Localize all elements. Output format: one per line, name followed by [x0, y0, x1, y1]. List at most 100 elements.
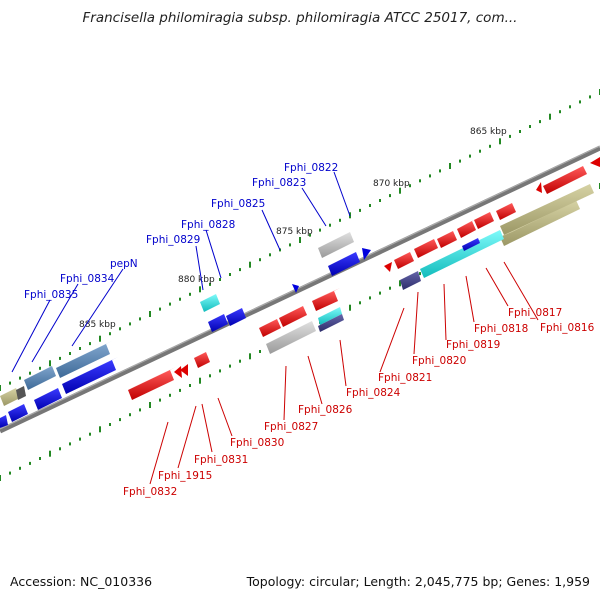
scale-tick-minor: [309, 233, 311, 237]
scale-tick-major: [199, 286, 201, 293]
scale-tick-minor: [569, 105, 571, 109]
feature-grey-block-lower[interactable]: [266, 318, 318, 354]
feature-fphi-0822[interactable]: [318, 229, 356, 258]
scale-tick-minor: [39, 457, 41, 460]
label-fphi-0835[interactable]: Fphi_0835: [24, 289, 78, 301]
feature-blue-small[interactable]: [462, 238, 480, 251]
feature-fphi-0834[interactable]: [24, 363, 62, 410]
scale-tick-minor: [139, 408, 141, 412]
feature-fphi-0817[interactable]: [543, 163, 589, 194]
feature-fphi-0821c[interactable]: [384, 262, 392, 272]
genome-backbone-highlight: [0, 145, 600, 430]
label-fphi-0824[interactable]: Fphi_0824: [346, 387, 401, 399]
feature-fphi-0821[interactable]: [414, 236, 440, 258]
scale-tick-major: [49, 360, 51, 367]
scale-tick-minor: [9, 471, 11, 475]
scale-tick-minor: [209, 282, 211, 286]
scale-tick-minor: [179, 297, 181, 301]
label-fphi-0819[interactable]: Fphi_0819: [446, 339, 500, 351]
scale-tick-major: [99, 426, 101, 433]
feature-fphi-0835[interactable]: [0, 386, 28, 428]
label-fphi-0817[interactable]: Fphi_0817: [508, 307, 562, 319]
label-fphi-0826[interactable]: Fphi_0826: [298, 404, 353, 416]
feature-fphi-0823b[interactable]: [362, 248, 371, 260]
genome-backbone: [0, 145, 600, 434]
scale-tick-minor: [209, 374, 211, 378]
scale-tick-minor: [239, 268, 241, 272]
scale-tick-minor: [39, 366, 41, 370]
scale-tick-minor: [229, 273, 231, 276]
scale-tick-major: [399, 187, 401, 194]
scale-label-865: 865 kbp: [470, 127, 507, 137]
label-fphi-0820[interactable]: Fphi_0820: [412, 355, 466, 367]
scale-tick-major: [0, 385, 1, 391]
feature-fphi-0819[interactable]: [474, 209, 496, 229]
feature-rrna-large[interactable]: [500, 184, 594, 235]
label-fphi-0827[interactable]: Fphi_0827: [264, 421, 318, 433]
feature-fphi-0827[interactable]: [259, 316, 283, 337]
reverse-strand-features: [0, 229, 371, 428]
feature-fphi-0825[interactable]: [292, 284, 299, 293]
scale-tick-minor: [379, 199, 381, 202]
label-fphi-0825[interactable]: Fphi_0825: [211, 198, 265, 210]
feature-fphi-1915[interactable]: [174, 366, 182, 378]
scale-tick-minor: [489, 144, 491, 148]
feature-fphi-0824[interactable]: [312, 288, 340, 311]
scale-tick-minor: [189, 292, 191, 296]
feature-fphi-0831[interactable]: [180, 364, 188, 376]
scale-tick-minor: [369, 204, 371, 207]
feature-fphi-0819b[interactable]: [457, 218, 478, 238]
scale-tick-minor: [429, 174, 431, 178]
feature-fphi-0828[interactable]: [200, 291, 222, 312]
feature-fphi-0830[interactable]: [194, 352, 210, 368]
label-fphi-0834[interactable]: Fphi_0834: [60, 273, 115, 285]
genome-summary-text: Topology: circular; Length: 2,045,775 bp…: [246, 574, 590, 589]
feature-purple-block[interactable]: [400, 271, 421, 290]
label-fphi-0816[interactable]: Fphi_0816: [540, 322, 595, 334]
scale-tick-minor: [289, 243, 291, 247]
scale-tick-minor: [439, 169, 441, 173]
feature-fphi-0821b[interactable]: [394, 249, 416, 269]
scale-tick-minor: [109, 332, 111, 336]
scale-tick-minor: [79, 437, 81, 441]
scale-tick-minor: [339, 218, 341, 222]
scale-tick-minor: [129, 413, 131, 417]
scale-tick-minor: [219, 369, 221, 373]
scale-tick-minor: [179, 388, 181, 392]
label-fphi-0828[interactable]: Fphi_0828: [181, 219, 235, 231]
feature-pepn[interactable]: [56, 341, 118, 394]
scale-label-875: 875 kbp: [276, 227, 313, 237]
label-fphi-0818[interactable]: Fphi_0818: [474, 323, 528, 335]
scale-tick-minor: [219, 278, 221, 281]
feature-fphi-0826[interactable]: [279, 303, 309, 327]
feature-fphi-0832[interactable]: [128, 367, 176, 400]
label-fphi-0829[interactable]: Fphi_0829: [146, 234, 200, 246]
feature-fphi-0817b[interactable]: [536, 182, 542, 193]
label-fphi-0821[interactable]: Fphi_0821: [378, 372, 432, 384]
feature-fphi-0829[interactable]: [208, 305, 248, 332]
feature-fphi-0823[interactable]: [328, 249, 362, 276]
feature-fphi-0818[interactable]: [496, 200, 518, 220]
scale-tick-minor: [9, 381, 11, 385]
scale-tick-minor: [469, 154, 471, 158]
scale-tick-major: [449, 163, 451, 169]
label-pepn[interactable]: pepN: [110, 258, 138, 270]
label-fphi-0831[interactable]: Fphi_0831: [194, 454, 248, 466]
middle-lane-features: [266, 184, 594, 354]
label-fphi-1915[interactable]: Fphi_1915: [158, 470, 212, 482]
feature-cyan-small[interactable]: [318, 307, 344, 332]
scale-tick-minor: [89, 342, 91, 346]
scale-tick-major: [399, 280, 401, 287]
scale-tick-minor: [239, 359, 241, 363]
label-fphi-0823[interactable]: Fphi_0823: [252, 177, 306, 189]
scale-label-885: 885 kbp: [79, 320, 116, 330]
scale-tick-minor: [419, 179, 421, 183]
label-fphi-0822[interactable]: Fphi_0822: [284, 162, 338, 174]
feature-fphi-0820[interactable]: [437, 228, 459, 248]
scale-tick-minor: [579, 100, 581, 104]
lower-strand-features: [128, 352, 210, 400]
accession-text: Accession: NC_010336: [10, 574, 153, 589]
label-fphi-0830[interactable]: Fphi_0830: [230, 437, 284, 449]
feature-fphi-0817c[interactable]: [590, 157, 600, 167]
label-fphi-0832[interactable]: Fphi_0832: [123, 486, 177, 498]
